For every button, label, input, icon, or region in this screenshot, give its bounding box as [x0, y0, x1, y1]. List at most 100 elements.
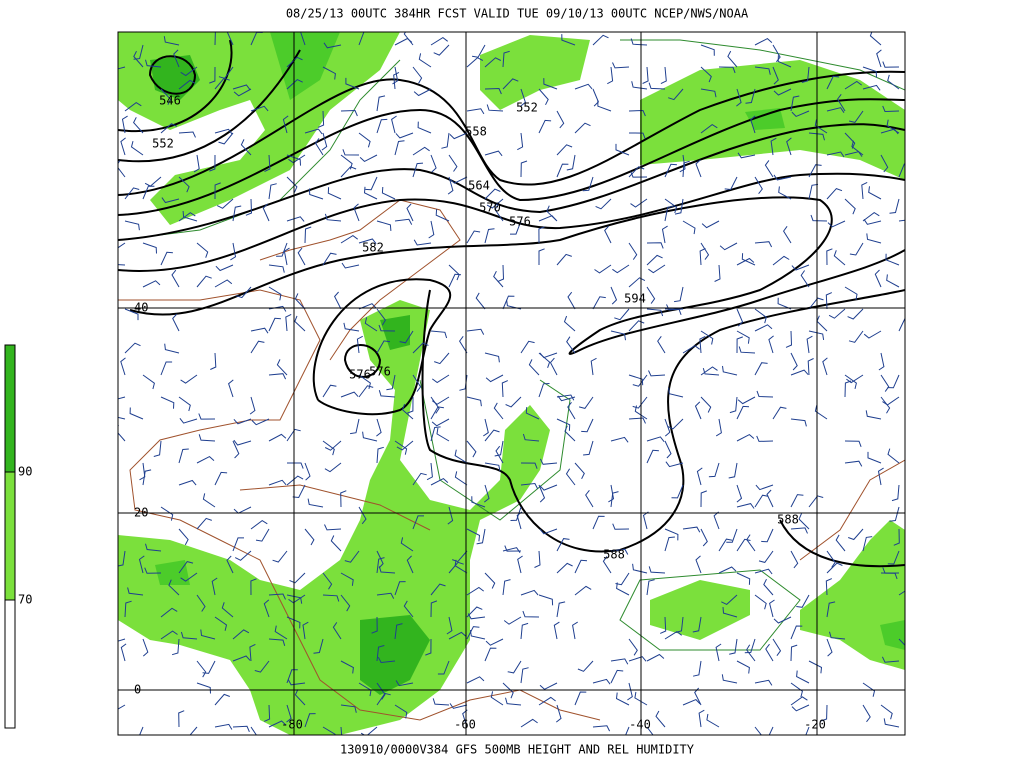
wind-barb [796, 670, 810, 684]
wind-barb [376, 118, 388, 134]
contour-label: 588 [777, 513, 799, 527]
wind-barb [682, 160, 690, 178]
wind-barb [808, 164, 822, 178]
wind-barb [178, 479, 197, 486]
wind-barb [700, 123, 718, 134]
wind-barb [862, 84, 881, 91]
wind-barb [484, 57, 502, 68]
wind-barb [171, 269, 180, 288]
wind-barb [121, 115, 128, 134]
wind-barb [124, 600, 132, 618]
wind-barb [616, 582, 630, 596]
wind-barb [700, 528, 708, 547]
wind-barb [887, 74, 900, 90]
wind-barb [376, 682, 386, 700]
wind-barb [502, 682, 514, 699]
wind-barb [610, 669, 624, 684]
wind-barb [164, 343, 180, 354]
wind-barb [307, 498, 324, 508]
wind-barb [814, 119, 828, 134]
wind-barb [430, 330, 448, 339]
wind-barb [883, 718, 900, 728]
wind-barb [182, 210, 198, 222]
wind-barb [549, 357, 558, 376]
wind-barb [475, 292, 486, 310]
wind-barb [801, 66, 810, 83]
wind-barb [268, 183, 277, 200]
wind-barb [715, 643, 722, 662]
wind-barb [756, 435, 774, 442]
wind-barb [268, 373, 287, 380]
wind-barbs [118, 32, 905, 735]
wind-barb [283, 247, 290, 266]
wind-barb [522, 433, 540, 442]
wind-barb [666, 304, 684, 311]
wind-barb [808, 660, 823, 674]
wind-barb [642, 66, 649, 84]
wind-barb [610, 330, 626, 341]
wind-barb [342, 149, 360, 156]
wind-barb [785, 330, 793, 348]
wind-barb [341, 262, 360, 269]
wind-barb [700, 88, 717, 98]
colorbar-label: 70 [18, 593, 32, 607]
wind-barb [228, 379, 234, 398]
wind-barb [178, 79, 196, 90]
wind-barb [664, 163, 677, 178]
wind-barb [700, 44, 715, 56]
wind-barb [431, 418, 450, 427]
wind-barb [503, 616, 522, 625]
wind-barb [726, 528, 738, 543]
wind-barb [790, 550, 799, 569]
wind-barb [232, 205, 242, 222]
wind-barb [268, 286, 282, 301]
wind-barb [741, 253, 756, 266]
wind-barb [828, 308, 846, 319]
wind-barb [882, 567, 900, 574]
wind-barb [504, 545, 522, 552]
wind-barb [695, 555, 702, 574]
wind-barb [886, 274, 900, 288]
wind-barb [178, 448, 189, 464]
wind-barb [849, 242, 864, 256]
wind-barb [520, 462, 538, 469]
wind-barb [737, 396, 756, 405]
wind-barb [160, 396, 175, 409]
wind-barb [867, 451, 882, 464]
wind-barb [484, 228, 495, 244]
wind-barb [610, 436, 629, 443]
wind-barb [172, 313, 180, 332]
contour-label: 576 [509, 215, 531, 229]
wind-barb [756, 390, 774, 398]
wind-barb [124, 342, 141, 354]
wind-barb [376, 645, 385, 662]
wind-barb [682, 699, 701, 706]
wind-barb [634, 405, 648, 420]
wind-barb [196, 455, 215, 464]
wind-barb [255, 528, 270, 542]
wind-barb [484, 462, 501, 472]
wind-barb [628, 417, 646, 424]
wind-barb [412, 146, 430, 156]
wind-barb [590, 357, 597, 376]
wind-barb [882, 396, 900, 406]
wind-barb [251, 418, 270, 426]
wind-barb [790, 682, 803, 698]
wind-barb [226, 555, 234, 574]
wind-barb [501, 380, 508, 398]
wind-barb [214, 616, 228, 631]
wind-barb [294, 689, 306, 706]
wind-barb [607, 66, 614, 85]
wind-barb [178, 561, 194, 574]
wind-barb [412, 515, 424, 530]
wind-barb [833, 250, 846, 266]
contour-label: 594 [624, 292, 646, 306]
wind-barb [574, 462, 585, 480]
wind-barb [180, 66, 198, 77]
wind-barb [340, 594, 351, 612]
wind-barb [808, 330, 825, 340]
wind-barb [287, 462, 304, 469]
wind-barb [612, 62, 630, 69]
wind-barb [376, 95, 386, 112]
wind-barb [736, 308, 744, 327]
